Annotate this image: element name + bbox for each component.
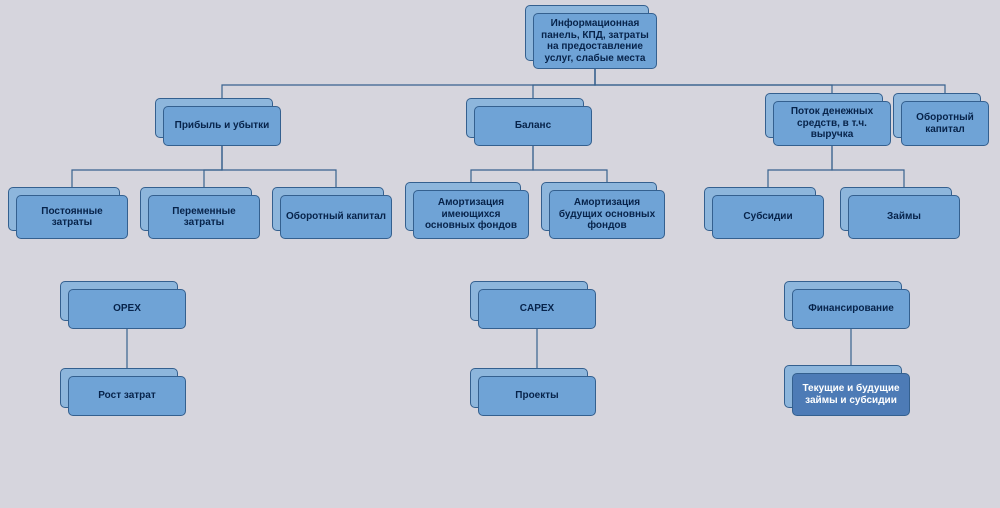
node-label: Информационная панель, КПД, затраты на п…	[538, 18, 652, 64]
node-label: Амортизация будущих основных фондов	[554, 197, 660, 232]
node-label: Финансирование	[808, 303, 894, 315]
node-var: Переменные затраты	[148, 195, 260, 239]
diagram-canvas: Информационная панель, КПД, затраты на п…	[0, 0, 1000, 508]
node-amor1: Амортизация имеющихся основных фондов	[413, 190, 529, 239]
node-fin: Финансирование	[792, 289, 910, 329]
node-label: Поток денежных средств, в т.ч. выручка	[778, 106, 886, 141]
node-label: OPEX	[113, 303, 141, 315]
node-loans: Займы	[848, 195, 960, 239]
node-label: Постоянные затраты	[21, 206, 123, 229]
node-bal: Баланс	[474, 106, 592, 146]
node-label: Прибыль и убытки	[175, 120, 270, 132]
node-capex: CAPEX	[478, 289, 596, 329]
node-label: CAPEX	[520, 303, 554, 315]
node-cash: Поток денежных средств, в т.ч. выручка	[773, 101, 891, 146]
node-proj: Проекты	[478, 376, 596, 416]
node-curfut: Текущие и будущие займы и субсидии	[792, 373, 910, 416]
node-pl: Прибыль и убытки	[163, 106, 281, 146]
node-label: Оборотный капитал	[286, 211, 386, 223]
node-wcap1: Оборотный капитал	[280, 195, 392, 239]
node-label: Баланс	[515, 120, 551, 132]
node-wcap2: Оборотный капитал	[901, 101, 989, 146]
node-growth: Рост затрат	[68, 376, 186, 416]
node-label: Оборотный капитал	[906, 112, 984, 135]
node-label: Займы	[887, 211, 921, 223]
node-label: Текущие и будущие займы и субсидии	[797, 383, 905, 406]
edge-layer	[0, 0, 1000, 508]
node-amor2: Амортизация будущих основных фондов	[549, 190, 665, 239]
node-label: Переменные затраты	[153, 206, 255, 229]
node-fix: Постоянные затраты	[16, 195, 128, 239]
node-opex: OPEX	[68, 289, 186, 329]
node-label: Субсидии	[743, 211, 792, 223]
node-subs: Субсидии	[712, 195, 824, 239]
node-label: Рост затрат	[98, 390, 156, 402]
node-label: Проекты	[515, 390, 558, 402]
node-label: Амортизация имеющихся основных фондов	[418, 197, 524, 232]
node-root: Информационная панель, КПД, затраты на п…	[533, 13, 657, 69]
